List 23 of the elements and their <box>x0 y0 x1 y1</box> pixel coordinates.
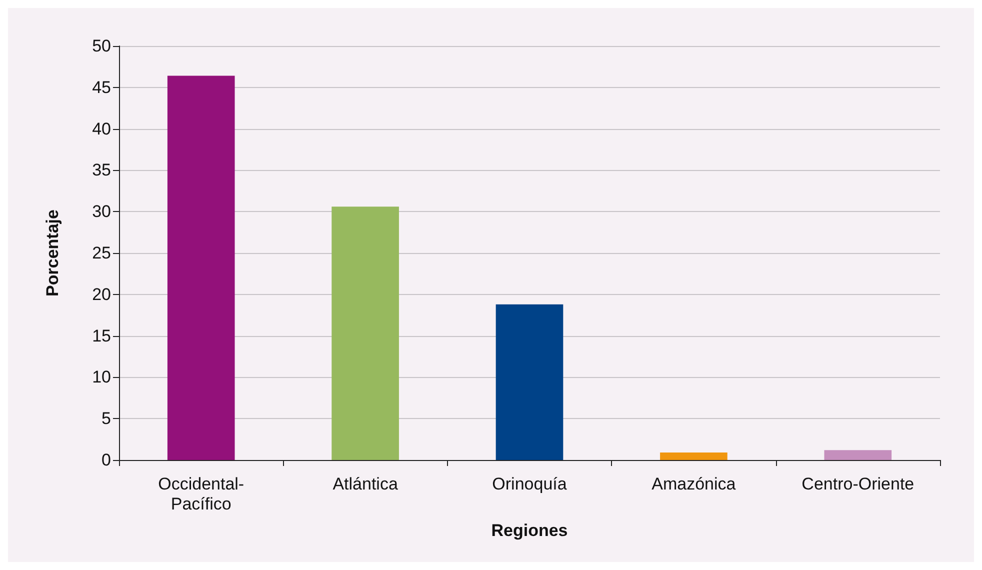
x-tick-label: Centro-Oriente <box>802 474 914 494</box>
x-tick-label: Orinoquía <box>492 474 568 494</box>
y-tick-label: 5 <box>102 409 111 428</box>
x-axis-title: Regiones <box>491 521 568 540</box>
y-tick-label: 35 <box>92 160 111 180</box>
y-tick-label: 45 <box>92 78 111 97</box>
y-tick-label: 15 <box>92 326 111 346</box>
bar <box>824 450 892 460</box>
bar <box>660 452 728 460</box>
bar <box>496 304 564 460</box>
y-axis-title: Porcentaje <box>43 210 62 296</box>
x-tick-label: Occidental- Pacífico <box>158 474 244 514</box>
y-tick-label: 20 <box>92 284 111 304</box>
y-tick-label: 40 <box>92 119 111 138</box>
x-tick-label: Amazónica <box>652 474 736 494</box>
y-tick-label: 25 <box>92 244 111 262</box>
x-tick-label: Atlántica <box>332 474 398 494</box>
bar <box>332 206 399 460</box>
y-tick-label: 30 <box>92 202 111 222</box>
y-tick-label: 0 <box>102 450 111 470</box>
bar <box>167 76 235 460</box>
y-tick-label: 10 <box>92 368 111 387</box>
y-tick-label: 50 <box>92 36 111 56</box>
